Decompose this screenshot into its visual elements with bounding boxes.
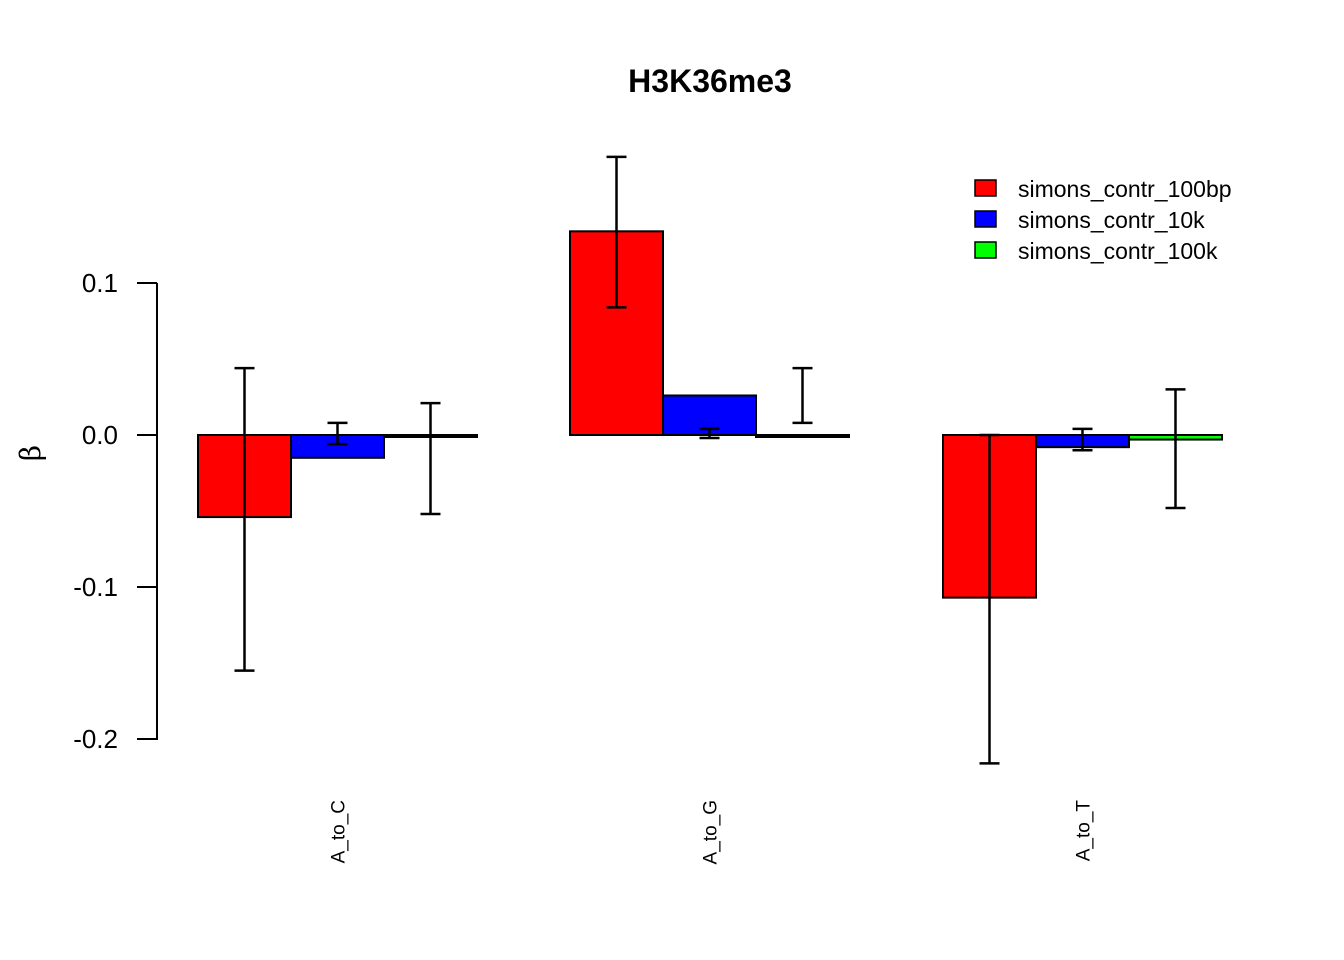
y-tick-label: 0.1 bbox=[82, 268, 118, 298]
legend-swatch-simons_contr_10k bbox=[974, 210, 997, 228]
chart-title: H3K36me3 bbox=[628, 63, 792, 99]
y-tick-label: -0.1 bbox=[73, 572, 118, 602]
y-tick-label: -0.2 bbox=[73, 724, 118, 754]
category-label-A_to_C: A_to_C bbox=[329, 800, 350, 863]
legend-swatch-simons_contr_100k bbox=[974, 241, 997, 259]
legend: simons_contr_100bp simons_contr_10ksimons… bbox=[974, 176, 1232, 264]
legend-label-simons_contr_100bp: simons_contr_100bp bbox=[1018, 176, 1232, 202]
legend-label-simons_contr_10k: simons_contr_10k bbox=[1018, 207, 1205, 233]
y-axis-ticks: 0.1 0.0 -0.1 -0.2 bbox=[73, 268, 157, 754]
category-label-A_to_G: A_to_G bbox=[701, 800, 722, 864]
bars-group bbox=[197, 230, 1223, 599]
bar-simons_contr_100k-A_to_G bbox=[755, 434, 850, 438]
category-labels: A_to_C A_to_G A_to_T bbox=[329, 800, 1095, 865]
error-bars-group bbox=[234, 155, 1186, 765]
legend-label-simons_contr_100k: simons_contr_100k bbox=[1018, 238, 1218, 264]
category-label-A_to_T: A_to_T bbox=[1074, 800, 1095, 862]
legend-swatch-simons_contr_100bp bbox=[974, 179, 997, 197]
y-tick-label: 0.0 bbox=[82, 420, 118, 450]
y-axis-label: β bbox=[14, 445, 47, 461]
